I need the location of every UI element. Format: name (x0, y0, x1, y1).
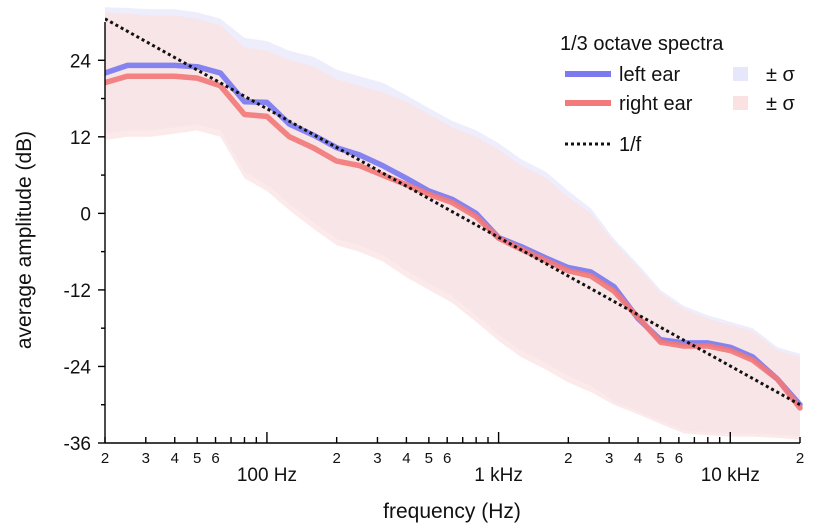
x-minor-tick-label: 2 (101, 450, 109, 467)
x-minor-tick-label: 2 (564, 450, 572, 467)
x-minor-tick-label: 4 (171, 450, 179, 467)
x-minor-tick-label: 4 (402, 450, 410, 467)
x-minor-tick-label: 5 (656, 450, 664, 467)
legend-band-label: ± σ (766, 64, 796, 86)
x-minor-tick-label: 6 (675, 450, 683, 467)
legend-band-swatch-left (733, 67, 748, 81)
x-major-tick-label: 1 kHz (474, 465, 523, 486)
legend-label: right ear (619, 93, 693, 115)
y-tick-label: -24 (64, 357, 92, 378)
x-minor-tick-label: 5 (193, 450, 201, 467)
legend: 1/3 octave spectra left ear right ear 1/f ± … (560, 33, 796, 156)
series-line-right-ear (105, 73, 803, 411)
legend-band-label: ± σ (766, 93, 796, 115)
y-tick-label: -12 (64, 281, 91, 302)
series-line-left-ear (105, 62, 803, 408)
sigma-band-right (105, 12, 800, 440)
x-minor-tick-label: 5 (425, 450, 433, 467)
x-axis-label: frequency (Hz) (383, 500, 521, 523)
x-major-tick-label: 100 Hz (237, 465, 297, 486)
y-tick-label: -36 (64, 434, 91, 455)
legend-band-swatch-right (733, 96, 748, 110)
x-minor-tick-label: 3 (373, 450, 381, 467)
x-major-tick-label: 10 kHz (701, 465, 760, 486)
x-minor-tick-label: 2 (796, 450, 804, 467)
x-minor-tick-label: 3 (142, 450, 150, 467)
x-minor-tick-label: 6 (443, 450, 451, 467)
legend-title: 1/3 octave spectra (560, 33, 724, 55)
x-minor-tick-label: 6 (211, 450, 219, 467)
x-minor-tick-label: 4 (634, 450, 642, 467)
y-tick-label: 24 (70, 51, 92, 72)
y-axis-label: average amplitude (dB) (13, 131, 36, 349)
x-minor-tick-label: 3 (605, 450, 613, 467)
legend-label: left ear (619, 64, 680, 86)
legend-label: 1/f (619, 134, 642, 156)
y-tick-label: 0 (80, 204, 91, 225)
reference-line-1-over-f (105, 17, 801, 407)
x-minor-tick-label: 2 (332, 450, 340, 467)
y-tick-label: 12 (70, 128, 91, 149)
series-layer (105, 17, 803, 411)
